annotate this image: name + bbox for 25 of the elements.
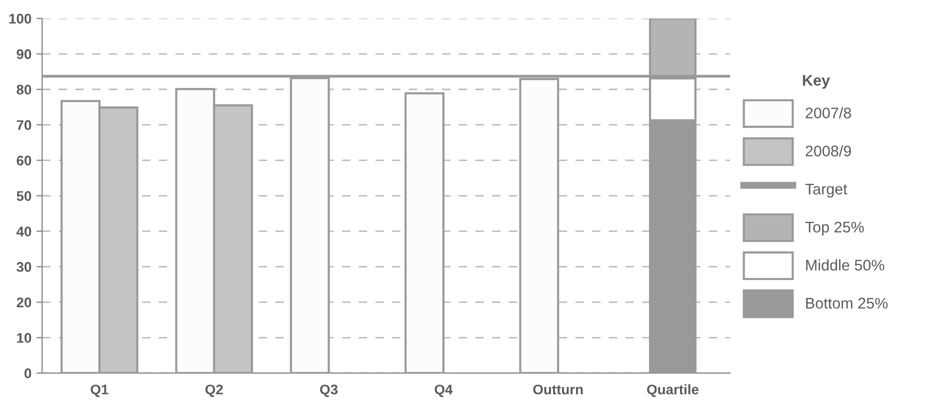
y-tick-label: 10 (17, 332, 32, 343)
x-tick-label: Q3 (320, 384, 338, 398)
y-tick-label: 30 (16, 262, 32, 272)
y-tick-label: 40 (16, 226, 32, 236)
legend-label: Bottom 25% (806, 298, 888, 309)
y-tick-label: 20 (16, 298, 32, 308)
x-tick-label: Outturn (533, 384, 583, 394)
y-tick-label: 90 (16, 49, 32, 60)
x-tick-label: Q2 (205, 384, 223, 398)
x-tick-label: Q1 (90, 384, 108, 398)
y-tick-label: 80 (16, 84, 32, 95)
legend-label: 2008/9 (806, 145, 851, 156)
legend-label: Target (805, 184, 848, 198)
x-tick-label: Q4 (434, 384, 453, 398)
legend-label: Middle 50% (806, 259, 884, 271)
y-tick-label: 0 (24, 368, 32, 378)
legend-label: Top 25% (805, 222, 864, 236)
legend-title: Key (803, 75, 830, 89)
x-tick-label: Quartile (647, 384, 699, 398)
legend-label: 2007/8 (806, 107, 852, 118)
y-tick-label: 70 (16, 120, 32, 130)
y-tick-label: 100 (9, 14, 32, 24)
y-tick-label: 60 (16, 156, 32, 166)
y-tick-label: 50 (16, 191, 32, 201)
bar (404, 92, 444, 374)
